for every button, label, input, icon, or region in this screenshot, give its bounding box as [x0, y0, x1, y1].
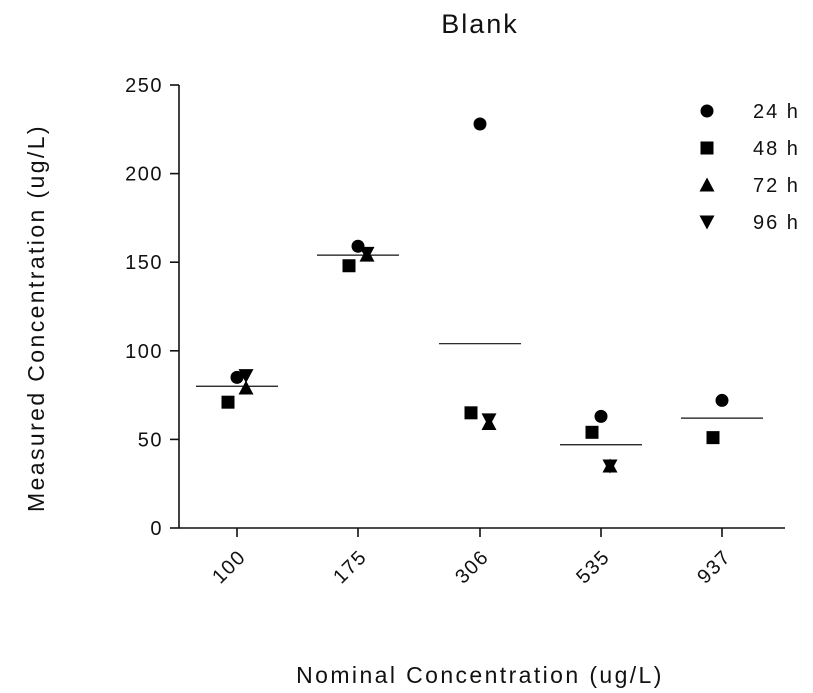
y-tick-label: 150 [125, 252, 163, 274]
x-tick-label: 306 [451, 546, 493, 588]
legend-marker-square [700, 141, 714, 155]
x-tick-label: 937 [693, 546, 735, 588]
data-point-square [221, 395, 235, 409]
legend-marker-triangle-down [699, 215, 715, 230]
legend-marker-triangle-up [699, 177, 715, 192]
x-tick-label: 535 [572, 546, 614, 588]
x-tick-label: 175 [329, 546, 371, 588]
legend-label: 48 h [753, 138, 800, 160]
data-point-triangle-down [359, 246, 375, 261]
data-point-triangle-down [602, 459, 618, 474]
legend-label: 96 h [753, 212, 800, 234]
data-point-square [706, 431, 720, 445]
legend: 24 h 48 h 72 h 96 h [699, 101, 800, 234]
data-points [221, 117, 729, 474]
data-point-circle [473, 117, 487, 131]
y-tick-label: 250 [125, 75, 163, 97]
data-point-triangle-down [238, 369, 254, 384]
data-point-circle [230, 370, 244, 384]
legend-marker-circle [700, 104, 714, 118]
data-point-triangle-up [238, 380, 254, 395]
y-axis-label: Measured Concentration (ug/L) [23, 124, 49, 512]
x-axis-label: Nominal Concentration (ug/L) [296, 662, 664, 688]
y-tick-label: 200 [125, 164, 163, 186]
data-point-triangle-down [481, 413, 497, 428]
data-point-square [342, 259, 356, 273]
y-tick-label: 100 [125, 341, 163, 363]
data-point-square [464, 406, 478, 420]
legend-label: 24 h [753, 101, 800, 123]
data-point-circle [594, 409, 608, 423]
data-point-square [585, 425, 599, 439]
mean-lines [196, 254, 763, 446]
chart-title: Blank [441, 9, 519, 39]
x-tick-label: 100 [208, 546, 250, 588]
y-tick-label: 0 [150, 518, 163, 540]
legend-label: 72 h [753, 175, 800, 197]
y-tick-label: 50 [138, 429, 163, 451]
data-point-circle [715, 393, 729, 407]
axes: 0 50 100 150 200 250 100 175 306 535 937 [125, 75, 785, 588]
